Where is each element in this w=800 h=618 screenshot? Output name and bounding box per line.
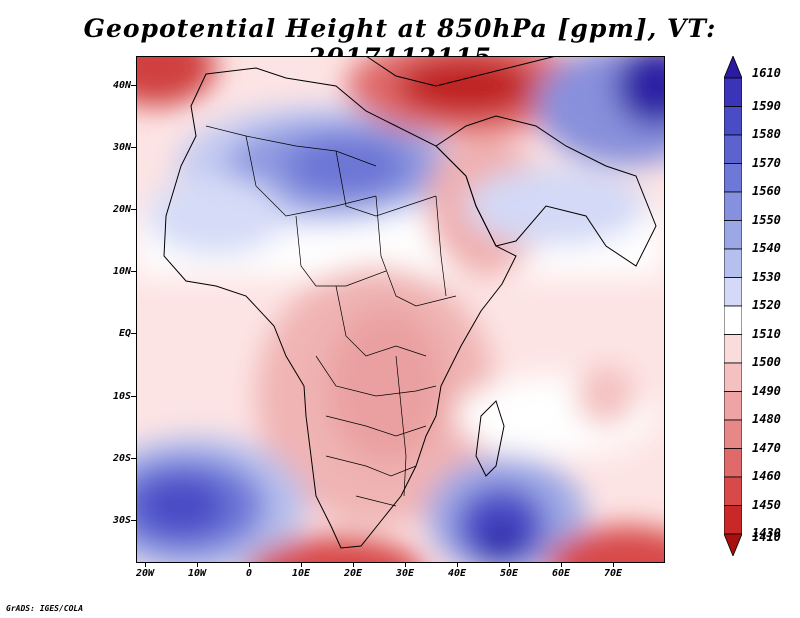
lon-tick [301, 562, 302, 567]
lon-tick [353, 562, 354, 567]
colorbar-label: 1530 [752, 269, 781, 284]
colorbar-label: 1450 [752, 497, 781, 512]
lat-label-30n: 30N [112, 142, 131, 153]
colorbar-band [724, 505, 742, 535]
lat-tick [131, 85, 136, 86]
lon-tick [561, 562, 562, 567]
colorbar-label: 1430 [752, 526, 781, 540]
lon-tick [405, 562, 406, 567]
lat-label-eq: EQ [118, 328, 131, 339]
colorbar-band [724, 277, 742, 307]
colorbar-label: 1470 [752, 440, 781, 455]
lat-tick [131, 396, 136, 397]
colorbar-band [724, 134, 742, 164]
colorbar [724, 56, 742, 556]
lat-label-10s: 10S [112, 391, 131, 402]
colorbar-label: 1610 [752, 66, 781, 80]
map-plot-area[interactable] [136, 56, 664, 562]
colorbar-label: 1550 [752, 212, 781, 227]
colorbar-band [724, 106, 742, 136]
lon-tick [249, 562, 250, 567]
lat-tick [131, 271, 136, 272]
lat-label-20s: 20S [112, 453, 131, 464]
coastlines [163, 56, 657, 549]
lat-label-20n: 20N [112, 204, 131, 215]
geopotential-field [136, 56, 664, 562]
lat-tick [131, 147, 136, 148]
colorbar-band [724, 533, 742, 556]
colorbar-label: 1510 [752, 326, 781, 341]
colorbar-label: 1560 [752, 184, 781, 198]
colorbar-label: 1590 [752, 98, 781, 113]
lon-tick [613, 562, 614, 567]
lat-label-30s: 30S [112, 515, 131, 526]
lon-label-30e: 30E [395, 568, 415, 579]
lat-tick [131, 209, 136, 210]
lat-label-10n: 10N [112, 266, 131, 277]
lon-label-40e: 40E [447, 568, 467, 579]
lon-tick [145, 562, 146, 567]
lon-tick [457, 562, 458, 567]
colorbar-band [724, 362, 742, 392]
colorbar-label: 1580 [752, 127, 781, 141]
country-borders [205, 125, 457, 507]
lat-tick [131, 520, 136, 521]
colorbar-label: 1460 [752, 469, 781, 483]
colorbar-bands [724, 56, 742, 556]
lat-tick [131, 333, 136, 334]
colorbar-label: 1480 [752, 412, 781, 426]
lon-label-20e: 20E [343, 568, 363, 579]
lat-label-40n: 40N [112, 80, 131, 91]
colorbar-label: 1570 [752, 155, 781, 170]
lon-tick [509, 562, 510, 567]
lon-label-10e: 10E [291, 568, 311, 579]
lon-tick [197, 562, 198, 567]
colorbar-band [724, 334, 742, 364]
colorbar-band [724, 391, 742, 421]
colorbar-band [724, 191, 742, 221]
lon-label-60e: 60E [551, 568, 571, 579]
colorbar-band [724, 419, 742, 449]
lon-label-20w: 20W [135, 568, 155, 579]
colorbar-band [724, 476, 742, 506]
colorbar-label: 1520 [752, 298, 781, 312]
colorbar-band [724, 220, 742, 250]
lon-label-50e: 50E [499, 568, 519, 579]
colorbar-band [724, 77, 742, 107]
colorbar-band [724, 56, 742, 79]
colorbar-band [724, 305, 742, 335]
grads-credit: GrADS: IGES/COLA [6, 604, 84, 613]
lon-label-0: 0 [245, 568, 253, 579]
colorbar-band [724, 248, 742, 278]
colorbar-label: 1500 [752, 355, 781, 369]
colorbar-band [724, 448, 742, 478]
lat-tick [131, 458, 136, 459]
colorbar-label: 1410 [752, 530, 781, 544]
colorbar-label: 1490 [752, 383, 781, 398]
colorbar-band [724, 163, 742, 193]
lon-label-10w: 10W [187, 568, 207, 579]
lon-label-70e: 70E [603, 568, 623, 579]
colorbar-label: 1540 [752, 241, 781, 255]
